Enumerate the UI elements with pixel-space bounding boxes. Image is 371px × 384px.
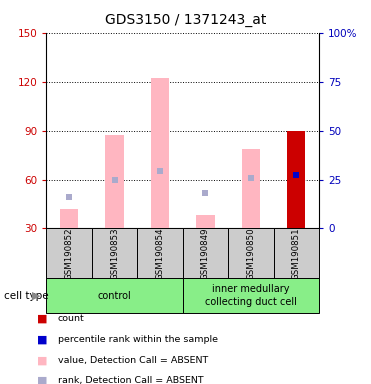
Text: ▶: ▶ <box>32 291 41 301</box>
Bar <box>242 149 260 228</box>
Text: GSM190852: GSM190852 <box>65 227 73 280</box>
Bar <box>228 228 274 278</box>
Text: control: control <box>98 291 131 301</box>
Text: GSM190854: GSM190854 <box>155 227 164 280</box>
Text: GDS3150 / 1371243_at: GDS3150 / 1371243_at <box>105 13 266 27</box>
Text: ■: ■ <box>37 334 47 344</box>
Bar <box>196 215 214 228</box>
Text: ■: ■ <box>37 314 47 324</box>
Bar <box>151 78 169 228</box>
Bar <box>183 228 228 278</box>
Text: count: count <box>58 314 84 323</box>
Text: ■: ■ <box>37 376 47 384</box>
Text: percentile rank within the sample: percentile rank within the sample <box>58 335 217 344</box>
Bar <box>60 209 78 228</box>
Bar <box>46 228 92 278</box>
Bar <box>105 136 124 228</box>
Text: GSM190849: GSM190849 <box>201 227 210 280</box>
Text: ■: ■ <box>37 355 47 365</box>
Bar <box>92 228 137 278</box>
Text: inner medullary
collecting duct cell: inner medullary collecting duct cell <box>205 285 297 307</box>
Text: GSM190850: GSM190850 <box>246 227 255 280</box>
Bar <box>287 131 305 228</box>
Bar <box>273 228 319 278</box>
Text: GSM190853: GSM190853 <box>110 227 119 280</box>
Text: rank, Detection Call = ABSENT: rank, Detection Call = ABSENT <box>58 376 203 384</box>
Text: value, Detection Call = ABSENT: value, Detection Call = ABSENT <box>58 356 208 365</box>
Text: GSM190851: GSM190851 <box>292 227 301 280</box>
Bar <box>46 278 183 313</box>
Bar <box>137 228 183 278</box>
Bar <box>183 278 319 313</box>
Text: cell type: cell type <box>4 291 48 301</box>
